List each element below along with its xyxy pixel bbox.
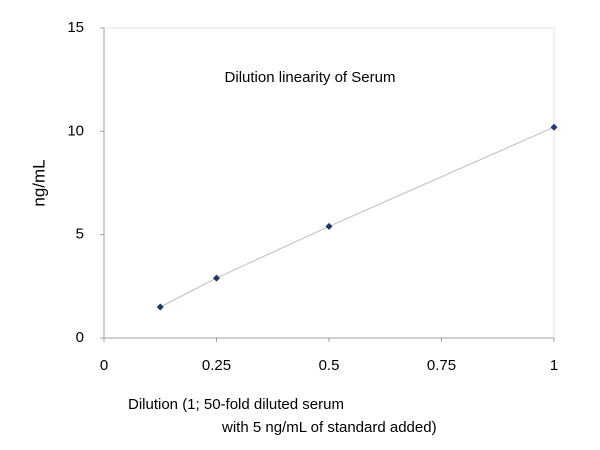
trend-line (160, 126, 555, 308)
data-point (213, 274, 220, 282)
x-axis-label: Dilution (1; 50-fold diluted serum (128, 396, 344, 413)
x-axis-label: with 5 ng/mL of standard added) (221, 419, 437, 436)
x-tick-label: 0.25 (202, 357, 231, 374)
y-tick-label: 5 (76, 226, 84, 243)
x-tick-label: 0.75 (427, 357, 456, 374)
data-point (156, 303, 164, 311)
x-tick-label: 1 (550, 357, 558, 374)
data-point (325, 222, 333, 230)
chart-title: Dilution linearity of Serum (225, 69, 396, 86)
y-axis-label: ng/mL (29, 159, 48, 206)
y-tick-label: 15 (67, 19, 84, 36)
y-tick-label: 0 (76, 329, 84, 346)
y-tick-label: 10 (67, 122, 84, 139)
x-tick-label: 0.5 (319, 357, 340, 374)
data-point (550, 123, 558, 131)
x-tick-label: 0 (100, 357, 108, 374)
